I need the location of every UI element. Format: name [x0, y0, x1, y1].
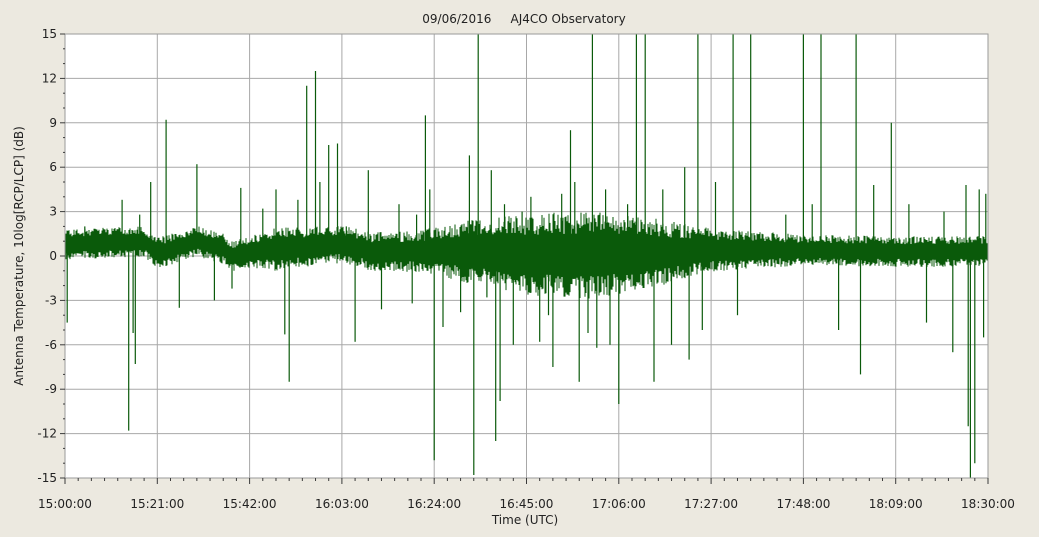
x-tick-label: 15:00:00 — [38, 497, 92, 511]
x-tick-label: 15:42:00 — [223, 497, 277, 511]
x-tick-label: 17:06:00 — [592, 497, 646, 511]
chart-title: 09/06/2016 AJ4CO Observatory — [422, 12, 625, 26]
data-trace — [64, 34, 989, 478]
y-tick-label: 0 — [49, 249, 57, 263]
y-tick-label: 6 — [49, 160, 57, 174]
x-axis-title: Time (UTC) — [491, 513, 558, 527]
y-tick-label: -15 — [37, 471, 57, 485]
x-tick-label: 16:45:00 — [500, 497, 554, 511]
x-tick-label: 16:24:00 — [407, 497, 461, 511]
y-axis-title: Antenna Temperature, 10log[RCP/LCP] (dB) — [12, 126, 26, 386]
y-tick-label: -9 — [45, 382, 57, 396]
x-tick-label: 18:30:00 — [961, 497, 1015, 511]
y-tick-label: 9 — [49, 116, 57, 130]
y-tick-label: -12 — [37, 427, 57, 441]
y-tick-label: 3 — [49, 205, 57, 219]
x-tick-label: 17:27:00 — [684, 497, 738, 511]
x-tick-label: 15:21:00 — [130, 497, 184, 511]
x-tick-label: 17:48:00 — [776, 497, 830, 511]
y-tick-label: 15 — [42, 27, 57, 41]
x-tick-label: 18:09:00 — [869, 497, 923, 511]
axes: 15 12 9 6 3 0 -3 -6 -9 -12 -15 15:00:00 15:21:00 15:4… — [37, 27, 1015, 511]
y-tick-label: -6 — [45, 338, 57, 352]
x-tick-label: 16:03:00 — [315, 497, 369, 511]
y-tick-label: -3 — [45, 293, 57, 307]
y-tick-label: 12 — [42, 71, 57, 85]
